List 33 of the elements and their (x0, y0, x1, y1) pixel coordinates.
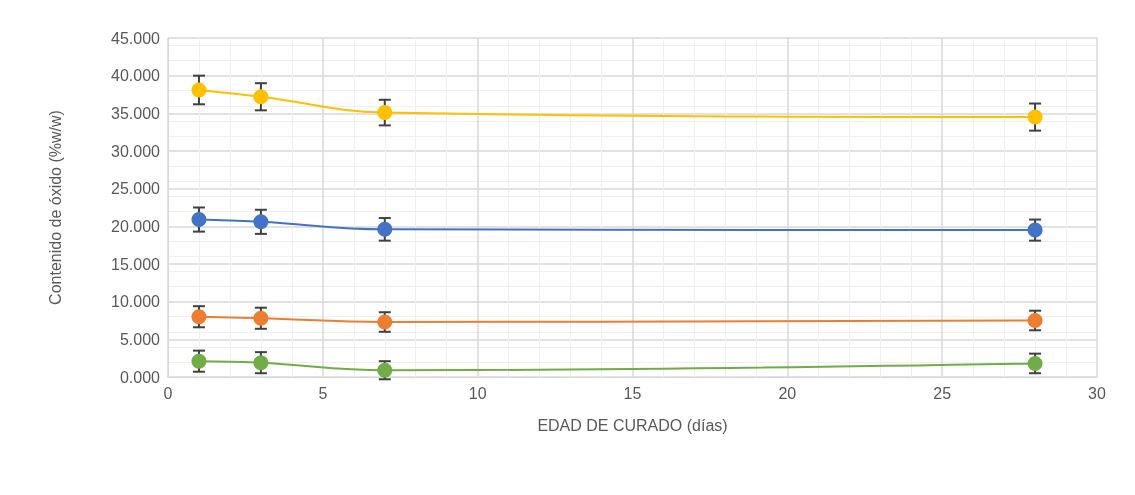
point (191, 353, 207, 369)
point (1027, 222, 1043, 238)
y-tick-label: 0.000 (119, 368, 161, 386)
x-tick-label: 25 (933, 384, 952, 402)
x-tick-label: 0 (163, 384, 173, 402)
x-tick-label: 5 (318, 384, 328, 402)
y-tick-label: 5.000 (119, 330, 161, 348)
y-tick-label: 40.000 (111, 67, 161, 85)
x-tick-label: 15 (623, 384, 642, 402)
point (253, 214, 269, 230)
point (191, 82, 207, 98)
y-axis-title: Contenido de óxido (%w/w) (46, 110, 64, 305)
y-tick-label: 15.000 (111, 255, 161, 273)
point (253, 310, 269, 326)
point (1027, 355, 1043, 371)
x-axis-title: EDAD DE CURADO (días) (537, 416, 728, 434)
point (377, 221, 393, 237)
y-tick-label: 10.000 (111, 293, 161, 311)
x-tick-label: 10 (468, 384, 487, 402)
y-tick-label: 25.000 (111, 180, 161, 198)
y-tick-label: 30.000 (111, 142, 161, 160)
x-tick-label: 20 (778, 384, 797, 402)
point (1027, 313, 1043, 328)
point (253, 89, 269, 105)
y-tick-label: 45.000 (111, 29, 161, 47)
x-tick-label: 30 (1088, 384, 1106, 402)
point (253, 355, 269, 371)
point (377, 105, 393, 121)
y-tick-label: 20.000 (111, 217, 161, 235)
y-tick-label: 35.000 (111, 104, 161, 122)
point (1027, 109, 1043, 125)
point (191, 309, 207, 325)
point (191, 212, 207, 228)
